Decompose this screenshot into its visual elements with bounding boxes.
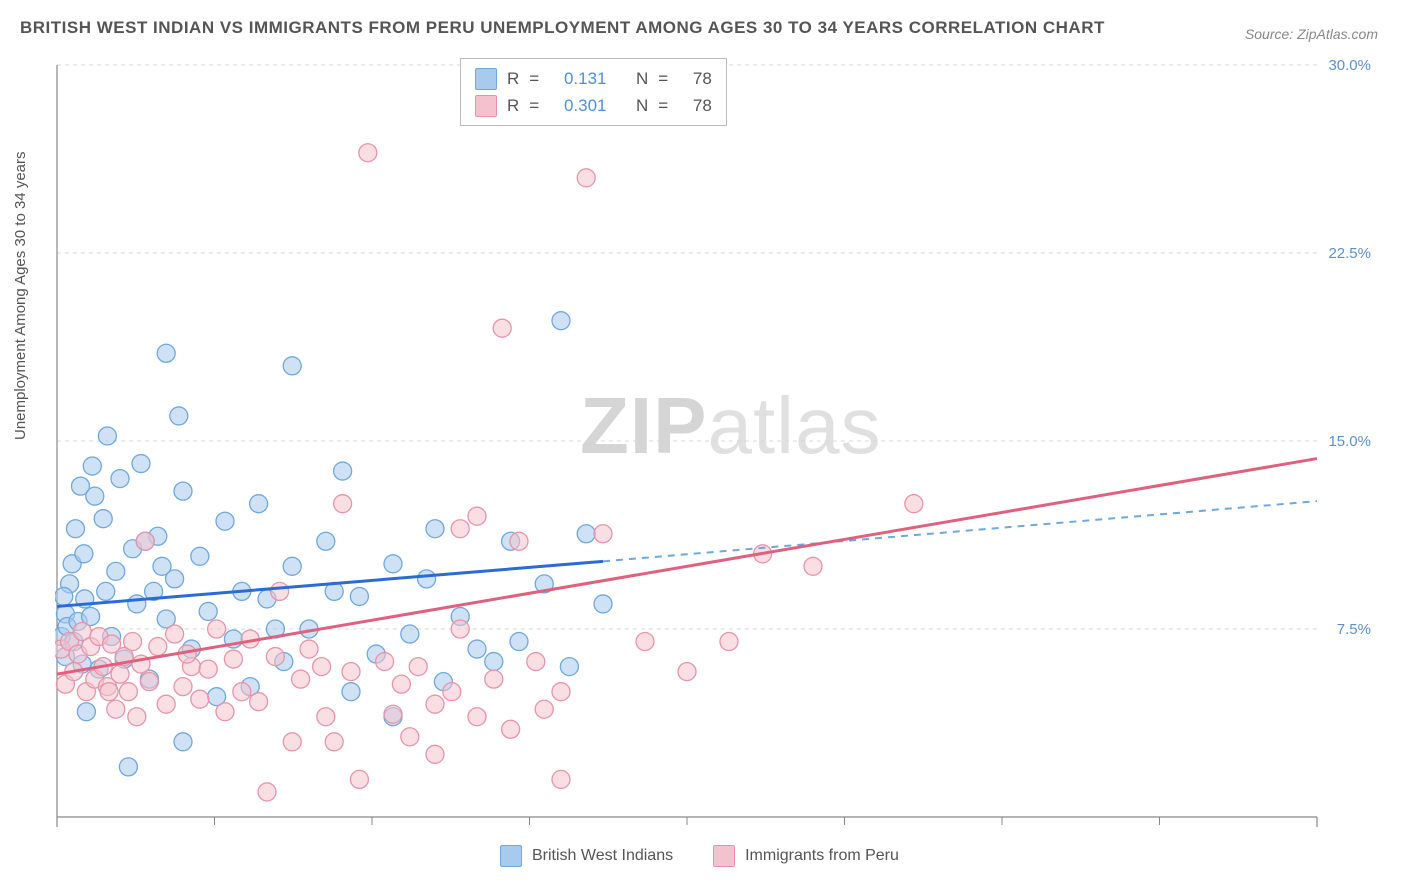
swatch-series2	[475, 95, 497, 117]
source-label: Source: ZipAtlas.com	[1245, 26, 1378, 42]
chart-area: 7.5% 15.0% 22.5% 30.0%	[55, 55, 1375, 835]
svg-text:7.5%: 7.5%	[1337, 621, 1371, 638]
stats-row-2: R = 0.301 N = 78	[475, 92, 712, 119]
legend-label-1: British West Indians	[532, 847, 673, 865]
legend-item-1: British West Indians	[500, 845, 673, 867]
swatch-series2-b	[713, 845, 735, 867]
svg-text:30.0%: 30.0%	[1328, 57, 1371, 74]
chart-title: BRITISH WEST INDIAN VS IMMIGRANTS FROM P…	[20, 18, 1105, 38]
scatter-chart: 7.5% 15.0% 22.5% 30.0%	[55, 55, 1375, 835]
svg-text:22.5%: 22.5%	[1328, 245, 1371, 262]
stats-row-1: R = 0.131 N = 78	[475, 65, 712, 92]
swatch-series1	[475, 68, 497, 90]
legend-item-2: Immigrants from Peru	[713, 845, 899, 867]
stats-legend-box: R = 0.131 N = 78 R = 0.301 N = 78	[460, 58, 727, 126]
svg-text:15.0%: 15.0%	[1328, 433, 1371, 450]
swatch-series1-b	[500, 845, 522, 867]
bottom-legend: British West Indians Immigrants from Per…	[500, 845, 899, 867]
legend-label-2: Immigrants from Peru	[745, 847, 899, 865]
y-axis-label: Unemployment Among Ages 30 to 34 years	[12, 151, 29, 440]
